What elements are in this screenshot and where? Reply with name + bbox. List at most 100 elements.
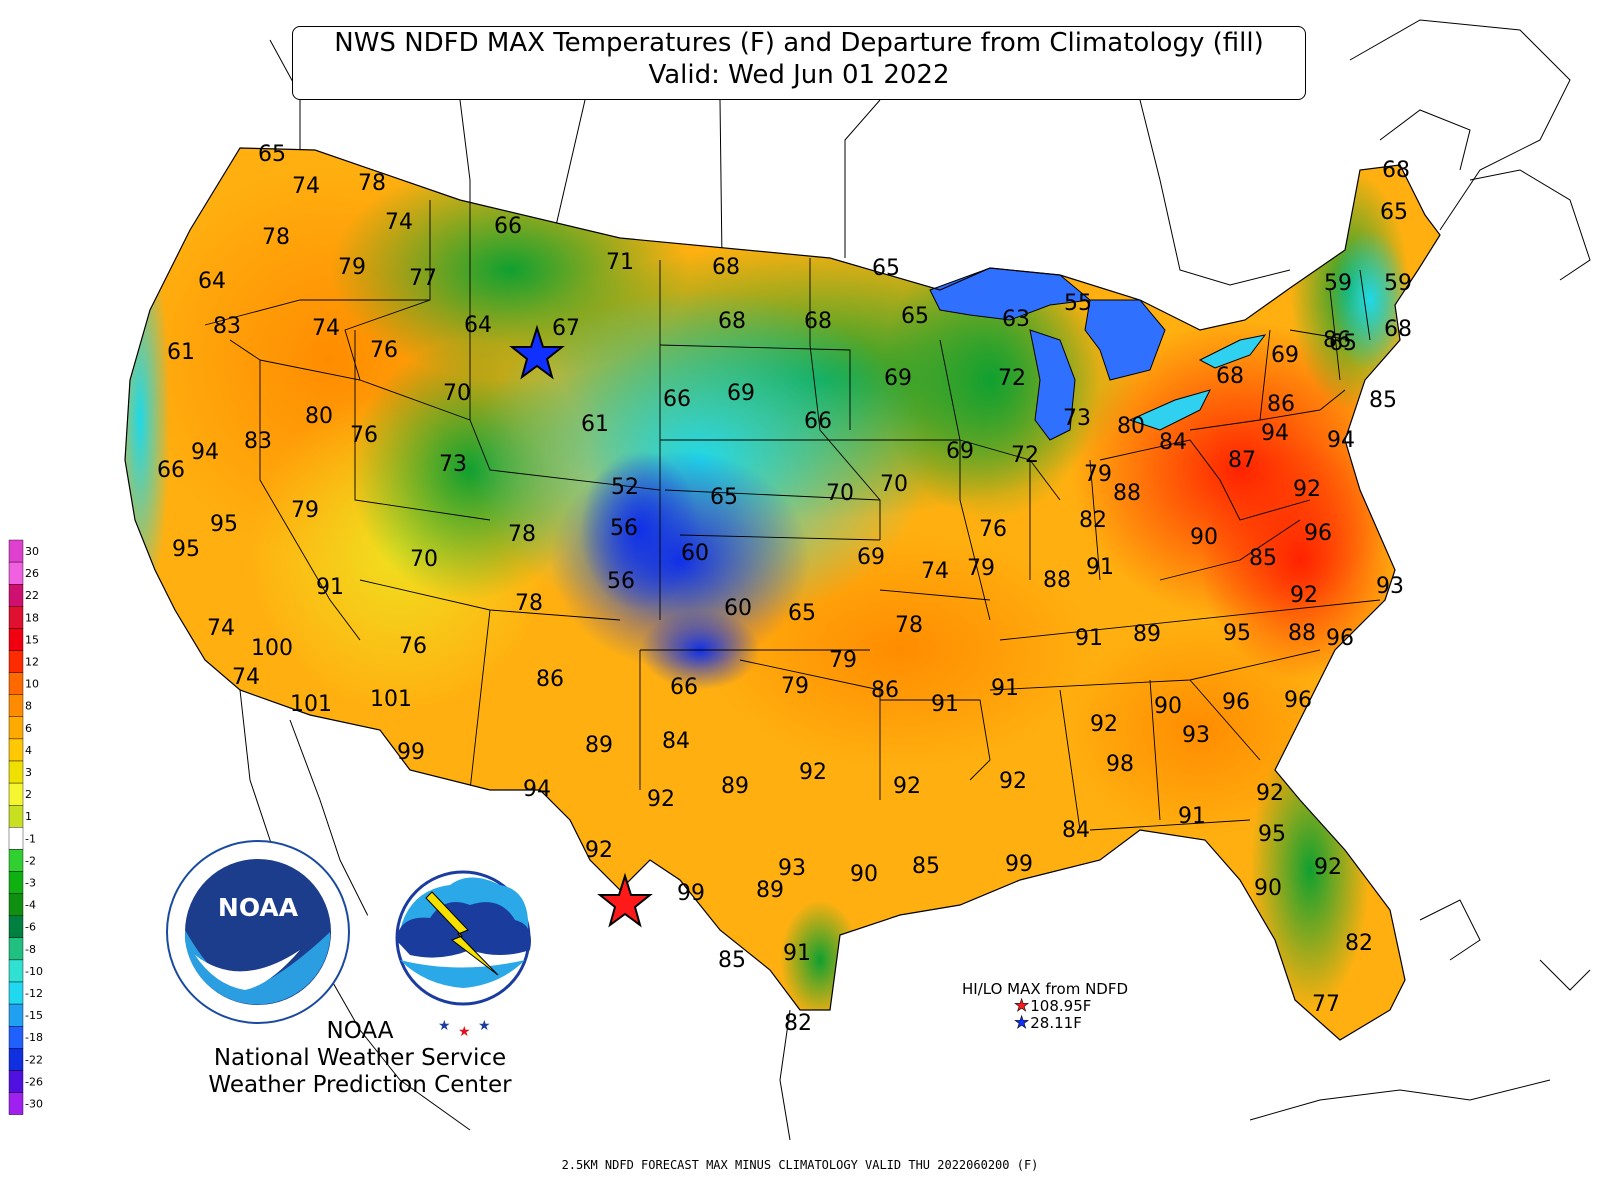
station-temp-label: 91 bbox=[1178, 804, 1206, 829]
noaa-logo-text: NOAA bbox=[218, 893, 299, 922]
station-temp-label: 67 bbox=[552, 316, 580, 341]
station-temp-label: 78 bbox=[515, 591, 543, 616]
legend-label: 10 bbox=[25, 678, 39, 691]
blue-star-icon: ★ bbox=[1014, 1013, 1030, 1033]
station-temp-label: 71 bbox=[606, 250, 634, 275]
svg-text:★: ★ bbox=[458, 1024, 471, 1040]
station-temp-label: 63 bbox=[1002, 307, 1030, 332]
station-temp-label: 90 bbox=[850, 862, 878, 887]
station-temp-label: 65 bbox=[710, 485, 738, 510]
legend-swatch bbox=[8, 893, 24, 916]
station-temp-label: 64 bbox=[198, 269, 226, 294]
station-temp-label: 89 bbox=[1133, 622, 1161, 647]
legend-label: 18 bbox=[25, 611, 39, 624]
hi-marker-star-icon bbox=[597, 872, 653, 928]
map-title-box: NWS NDFD MAX Temperatures (F) and Depart… bbox=[292, 26, 1306, 100]
legend-label: -15 bbox=[25, 1009, 43, 1022]
hilo-box: HI/LO MAX from NDFD ★ 108.95F ★ 28.11F bbox=[962, 980, 1128, 1032]
station-temp-label: 79 bbox=[291, 498, 319, 523]
station-temp-label: 77 bbox=[409, 266, 437, 291]
legend-label: -30 bbox=[25, 1098, 43, 1111]
station-temp-label: 96 bbox=[1222, 690, 1250, 715]
legend-swatch bbox=[8, 959, 24, 983]
station-temp-label: 92 bbox=[1293, 477, 1321, 502]
legend-swatch bbox=[8, 1048, 24, 1071]
station-temp-label: 92 bbox=[999, 769, 1027, 794]
station-temp-label: 59 bbox=[1324, 271, 1352, 296]
station-temp-label: 99 bbox=[397, 740, 425, 765]
station-temp-label: 93 bbox=[778, 856, 806, 881]
nws-logo: ★ ★ ★ bbox=[365, 840, 561, 1040]
credits: NOAA National Weather Service Weather Pr… bbox=[150, 1018, 570, 1099]
legend-swatch bbox=[8, 871, 24, 894]
station-temp-label: 89 bbox=[756, 878, 784, 903]
legend-label: -18 bbox=[25, 1031, 43, 1044]
station-temp-label: 68 bbox=[718, 309, 746, 334]
station-temp-label: 100 bbox=[251, 636, 293, 661]
station-temp-label: 84 bbox=[662, 729, 690, 754]
legend-label: 15 bbox=[25, 633, 39, 646]
legend-swatch bbox=[8, 915, 24, 939]
station-temp-label: 82 bbox=[784, 1011, 812, 1036]
valid-date: Valid: Wed Jun 01 2022 bbox=[648, 60, 950, 90]
legend-label: -26 bbox=[25, 1075, 43, 1088]
station-temp-label: 91 bbox=[1075, 626, 1103, 651]
station-temp-label: 83 bbox=[244, 429, 272, 454]
station-temp-label: 55 bbox=[1064, 291, 1092, 316]
station-temp-label: 94 bbox=[1261, 421, 1289, 446]
station-temp-label: 74 bbox=[312, 316, 340, 341]
credits-line-wpc: Weather Prediction Center bbox=[208, 1072, 512, 1098]
station-temp-label: 96 bbox=[1304, 521, 1332, 546]
station-temp-label: 66 bbox=[663, 387, 691, 412]
legend-swatch bbox=[8, 561, 24, 585]
station-temp-label: 70 bbox=[443, 381, 471, 406]
station-temp-label: 91 bbox=[1086, 555, 1114, 580]
station-temp-label: 61 bbox=[167, 340, 195, 365]
station-temp-label: 73 bbox=[439, 452, 467, 477]
station-temp-label: 88 bbox=[1113, 481, 1141, 506]
station-temp-label: 78 bbox=[508, 522, 536, 547]
station-temp-label: 74 bbox=[385, 210, 413, 235]
station-temp-label: 93 bbox=[1376, 574, 1404, 599]
station-temp-label: 95 bbox=[210, 512, 238, 537]
legend-swatch bbox=[8, 672, 24, 695]
legend-swatch bbox=[8, 782, 24, 806]
legend-label: -8 bbox=[25, 943, 36, 956]
station-temp-label: 87 bbox=[1228, 448, 1256, 473]
station-temp-label: 65 bbox=[872, 256, 900, 281]
station-temp-label: 94 bbox=[523, 777, 551, 802]
station-temp-label: 69 bbox=[727, 381, 755, 406]
legend-swatch bbox=[8, 1003, 24, 1027]
station-temp-label: 66 bbox=[804, 409, 832, 434]
station-temp-label: 65 bbox=[1329, 331, 1357, 356]
legend-label: 12 bbox=[25, 656, 39, 669]
hilo-hi-value: 108.95F bbox=[1030, 997, 1092, 1015]
station-temp-label: 56 bbox=[607, 569, 635, 594]
station-temp-label: 86 bbox=[871, 678, 899, 703]
station-temp-label: 78 bbox=[262, 225, 290, 250]
legend-swatch bbox=[8, 805, 24, 828]
station-temp-label: 70 bbox=[410, 547, 438, 572]
legend-swatch bbox=[8, 1025, 24, 1049]
hilo-lo-value: 28.11F bbox=[1030, 1014, 1082, 1032]
station-temp-label: 56 bbox=[610, 516, 638, 541]
station-temp-label: 80 bbox=[1117, 414, 1145, 439]
station-temp-label: 74 bbox=[207, 616, 235, 641]
station-temp-label: 88 bbox=[1043, 568, 1071, 593]
station-temp-label: 68 bbox=[1384, 317, 1412, 342]
station-temp-label: 92 bbox=[647, 787, 675, 812]
station-temp-label: 60 bbox=[724, 596, 752, 621]
legend-label: 22 bbox=[25, 589, 39, 602]
station-temp-label: 86 bbox=[536, 667, 564, 692]
station-temp-label: 83 bbox=[213, 314, 241, 339]
station-temp-label: 76 bbox=[350, 423, 378, 448]
station-temp-label: 101 bbox=[290, 692, 332, 717]
station-temp-label: 79 bbox=[829, 648, 857, 673]
legend-label: -2 bbox=[25, 854, 36, 867]
station-temp-label: 65 bbox=[1380, 200, 1408, 225]
station-temp-label: 82 bbox=[1345, 931, 1373, 956]
legend-swatch bbox=[8, 628, 24, 651]
legend-label: 6 bbox=[25, 722, 32, 735]
